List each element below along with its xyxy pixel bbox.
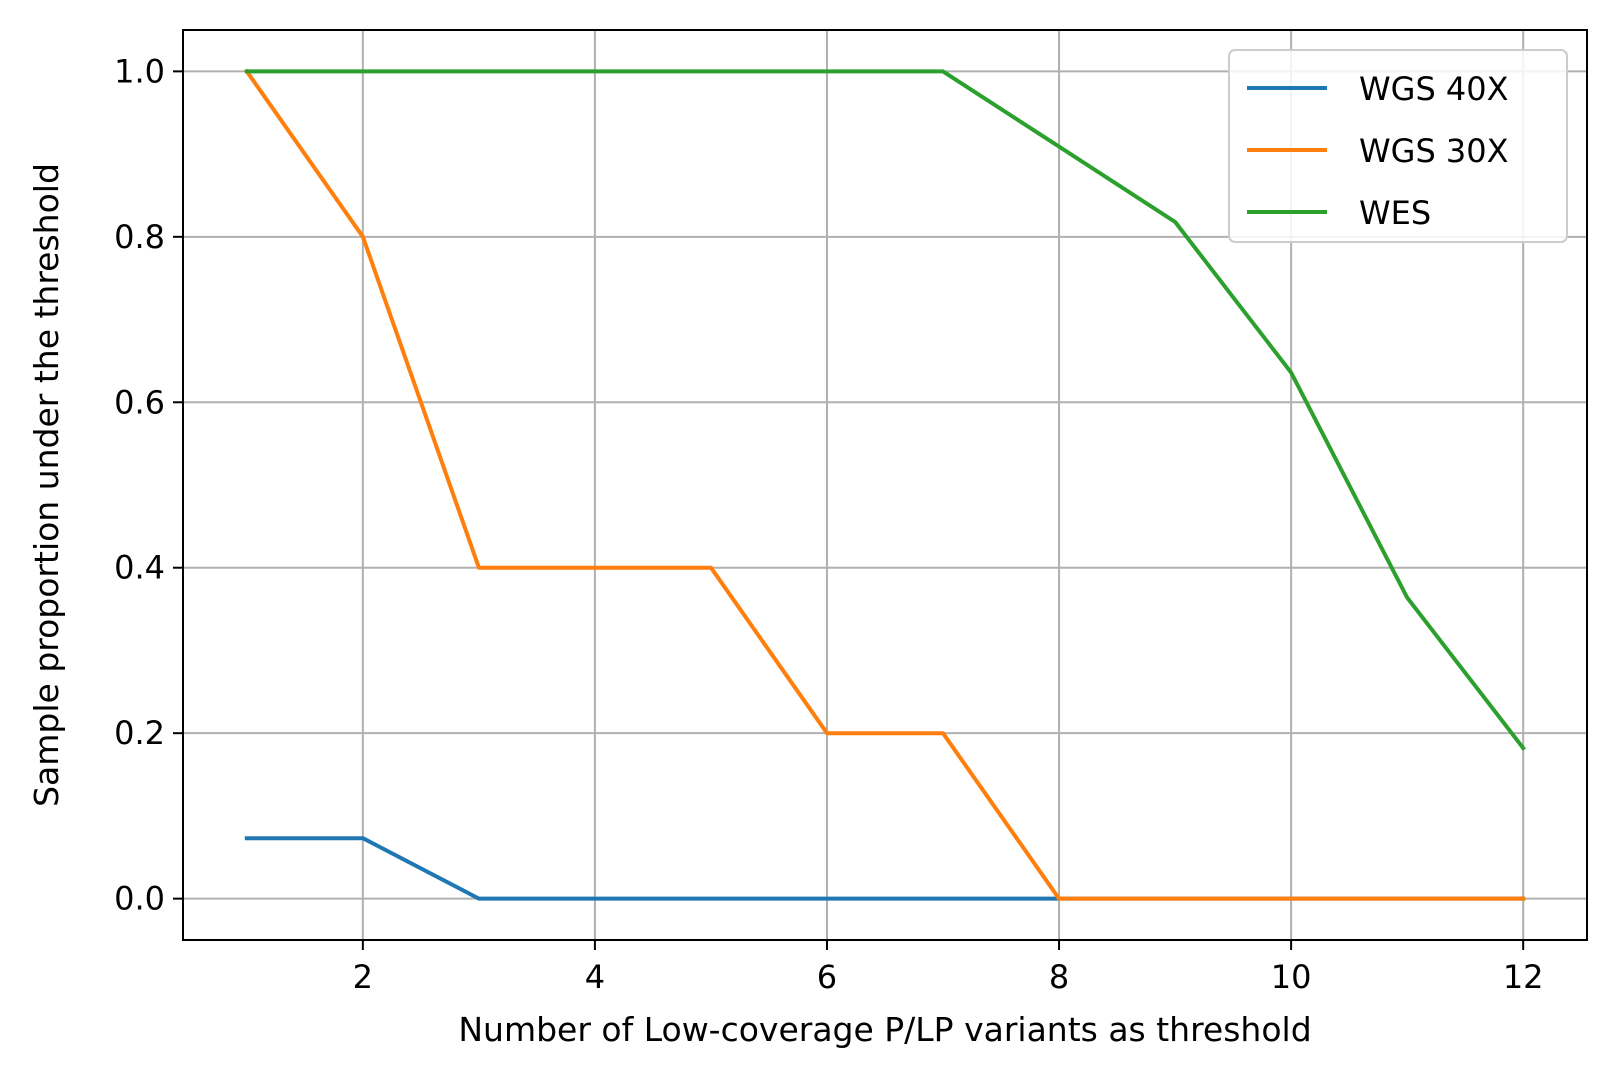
y-tick-label: 0.8 bbox=[114, 218, 165, 256]
legend-label: WES bbox=[1359, 194, 1431, 232]
legend-label: WGS 30X bbox=[1359, 132, 1509, 170]
y-axis-label: Sample proportion under the threshold bbox=[27, 163, 66, 807]
x-tick-label: 6 bbox=[817, 958, 837, 996]
series-line-wgs-40x bbox=[244, 836, 1526, 901]
y-tick-label: 0.4 bbox=[114, 549, 165, 587]
x-axis-label: Number of Low-coverage P/LP variants as … bbox=[458, 1010, 1311, 1049]
x-tick-label: 4 bbox=[585, 958, 605, 996]
x-tick-label: 12 bbox=[1503, 958, 1544, 996]
ticks-layer: 2 4 6 8 10 12 0.0 0.2 0.4 0.6 0.8 1.0 bbox=[114, 52, 1543, 996]
x-tick-label: 8 bbox=[1049, 958, 1069, 996]
x-tick-label: 2 bbox=[353, 958, 373, 996]
legend-box bbox=[1228, 49, 1568, 243]
series-line-wes bbox=[244, 69, 1527, 751]
plot-frame bbox=[182, 29, 1588, 941]
legend-label: WGS 40X bbox=[1359, 70, 1509, 108]
x-tick-label: 10 bbox=[1271, 958, 1312, 996]
y-tick-label: 0.0 bbox=[114, 880, 165, 918]
y-tick-label: 1.0 bbox=[114, 52, 165, 90]
series-layer bbox=[244, 68, 1527, 901]
y-tick-label: 0.6 bbox=[114, 383, 165, 421]
series-line-wgs-30x bbox=[244, 68, 1526, 901]
y-tick-label: 0.2 bbox=[114, 714, 165, 752]
legend: WGS 40X WGS 30X WES bbox=[1228, 49, 1568, 243]
